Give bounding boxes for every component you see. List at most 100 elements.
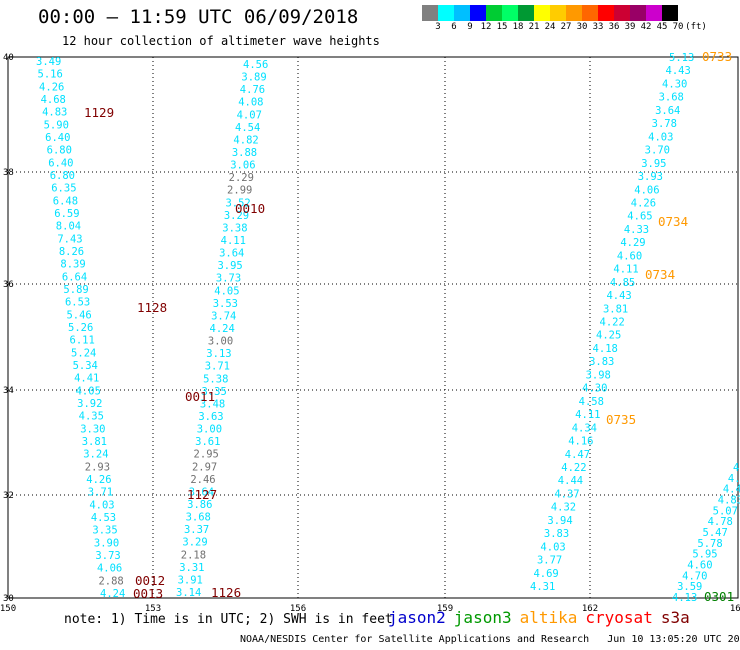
track-d-value: 5.07 bbox=[713, 505, 738, 517]
track-c-value: 4.31 bbox=[530, 581, 555, 593]
track-b-value: 3.35 bbox=[202, 386, 227, 398]
lat-tick-label: 32 bbox=[3, 491, 14, 501]
track-c-value: 3.77 bbox=[537, 555, 562, 567]
track-b-value: 2.29 bbox=[229, 172, 254, 184]
grid bbox=[7, 56, 739, 599]
satellite-legend: jason2 jason3 altika cryosat s3a bbox=[388, 608, 698, 627]
colorbar-tick-label: (ft) bbox=[685, 22, 707, 32]
track-c-value: 4.29 bbox=[620, 237, 645, 249]
track-c-value: 3.93 bbox=[638, 171, 663, 183]
track-c-value: 4.03 bbox=[648, 131, 673, 143]
page-title: 00:00 – 11:59 UTC 06/09/2018 bbox=[38, 6, 359, 28]
track-d-value: 5.47 bbox=[703, 527, 728, 539]
footer-credit: NOAA/NESDIS Center for Satellite Applica… bbox=[240, 634, 740, 645]
track-b-value: 3.88 bbox=[232, 147, 257, 159]
note-text: note: 1) Time is in UTC; 2) SWH is in fe… bbox=[64, 612, 393, 627]
track-a-value: 2.93 bbox=[85, 461, 110, 473]
track-d-value: 4.60 bbox=[687, 560, 712, 572]
colorbar-tick-label: 27 bbox=[560, 22, 572, 32]
track-d-value: 4.9 bbox=[728, 473, 740, 485]
track-c-value: 3.83 bbox=[589, 356, 614, 368]
track-b-value: 3.37 bbox=[184, 524, 209, 536]
lon-tick-label: 150 bbox=[0, 604, 16, 614]
pass-time-label: 0734 bbox=[658, 214, 688, 229]
colorbar-swatch bbox=[502, 5, 518, 21]
track-b-value: 4.11 bbox=[221, 235, 246, 247]
track-c-value: 4.65 bbox=[627, 211, 652, 223]
track-c-value: 5.13 bbox=[669, 52, 694, 64]
track-c-value: 3.70 bbox=[645, 145, 670, 157]
track-c-value: 4.44 bbox=[558, 475, 583, 487]
track-b-value: 3.29 bbox=[224, 210, 249, 222]
track-c-value: 4.22 bbox=[561, 462, 586, 474]
colorbar-tick-label: 9 bbox=[467, 22, 473, 32]
track-d-value: 4.13 bbox=[672, 592, 697, 604]
track-a-value: 5.90 bbox=[44, 119, 69, 131]
track-a-value: 8.26 bbox=[59, 246, 84, 258]
track-c-value: 4.18 bbox=[593, 343, 618, 355]
track-c-value: 4.58 bbox=[579, 396, 604, 408]
track-c-value: 3.68 bbox=[659, 92, 684, 104]
track-c-value: 3.98 bbox=[586, 369, 611, 381]
pass-time-label: 0735 bbox=[606, 412, 636, 427]
track-c-value: 4.11 bbox=[575, 409, 600, 421]
track-b-value: 3.64 bbox=[219, 248, 244, 260]
track-a-value: 4.68 bbox=[41, 94, 66, 106]
lon-tick-label: 162 bbox=[582, 604, 598, 614]
track-a-value: 6.59 bbox=[54, 208, 79, 220]
track-b-value: 3.86 bbox=[187, 499, 212, 511]
track-a-value: 5.16 bbox=[38, 69, 63, 81]
pass-time-label: 1127 bbox=[187, 487, 217, 502]
pass-time-label: 0010 bbox=[235, 201, 265, 216]
track-a-value: 6.35 bbox=[51, 183, 76, 195]
colorbar-swatch bbox=[582, 5, 598, 21]
track-a-value: 4.26 bbox=[86, 474, 111, 486]
track-c-value: 4.43 bbox=[666, 65, 691, 77]
lat-tick-label: 40 bbox=[3, 53, 14, 63]
track-a-value: 4.06 bbox=[97, 563, 122, 575]
track-a-value: 3.24 bbox=[83, 449, 108, 461]
track-a-value: 3.90 bbox=[94, 537, 119, 549]
track-c-value: 4.06 bbox=[634, 184, 659, 196]
pass-time-label: 0301 bbox=[704, 589, 734, 604]
colorbar-swatch bbox=[646, 5, 662, 21]
track-c-value: 4.43 bbox=[606, 290, 631, 302]
track-a-value: 6.48 bbox=[53, 195, 78, 207]
colorbar-tick-label: 70 bbox=[672, 22, 684, 32]
track-c-value: 4.30 bbox=[582, 383, 607, 395]
track-b-value: 3.74 bbox=[211, 310, 236, 322]
track-c-value: 4.25 bbox=[596, 330, 621, 342]
legend-s3a: s3a bbox=[660, 608, 690, 627]
track-b-value: 3.52 bbox=[225, 197, 250, 209]
track-a-value: 5.46 bbox=[66, 309, 91, 321]
colorbar-swatch bbox=[486, 5, 502, 21]
track-b-value: 3.13 bbox=[206, 348, 231, 360]
track-c-value: 4.85 bbox=[610, 277, 635, 289]
track-c-value: 4.26 bbox=[631, 197, 656, 209]
legend-cryosat: cryosat bbox=[585, 608, 653, 627]
track-c-value: 4.60 bbox=[617, 250, 642, 262]
track-a-value: 8.04 bbox=[56, 221, 81, 233]
colorbar-swatch bbox=[566, 5, 582, 21]
track-b-value: 3.68 bbox=[186, 512, 211, 524]
colorbar-tick-label: 33 bbox=[592, 22, 604, 32]
track-c-value: 3.64 bbox=[655, 105, 680, 117]
colorbar-tick-label: 18 bbox=[512, 22, 524, 32]
pass-time-label: 0011 bbox=[185, 389, 215, 404]
track-b-value: 3.63 bbox=[198, 411, 223, 423]
track-b-value: 2.97 bbox=[192, 461, 217, 473]
colorbar-swatch bbox=[470, 5, 486, 21]
track-d-value: 5.78 bbox=[697, 538, 722, 550]
track-a-value: 4.83 bbox=[42, 107, 67, 119]
track-a-value: 2.88 bbox=[98, 575, 123, 587]
colorbar-tick-label: 3 bbox=[435, 22, 441, 32]
colorbar-tick-label: 6 bbox=[451, 22, 457, 32]
colorbar-tick-label: 24 bbox=[544, 22, 556, 32]
track-a-value: 3.49 bbox=[36, 56, 61, 68]
track-c-value: 4.37 bbox=[554, 488, 579, 500]
track-d-value: 4.49 bbox=[723, 484, 740, 496]
track-a-value: 4.41 bbox=[74, 373, 99, 385]
track-a-value: 6.40 bbox=[48, 157, 73, 169]
map-frame bbox=[7, 56, 739, 599]
